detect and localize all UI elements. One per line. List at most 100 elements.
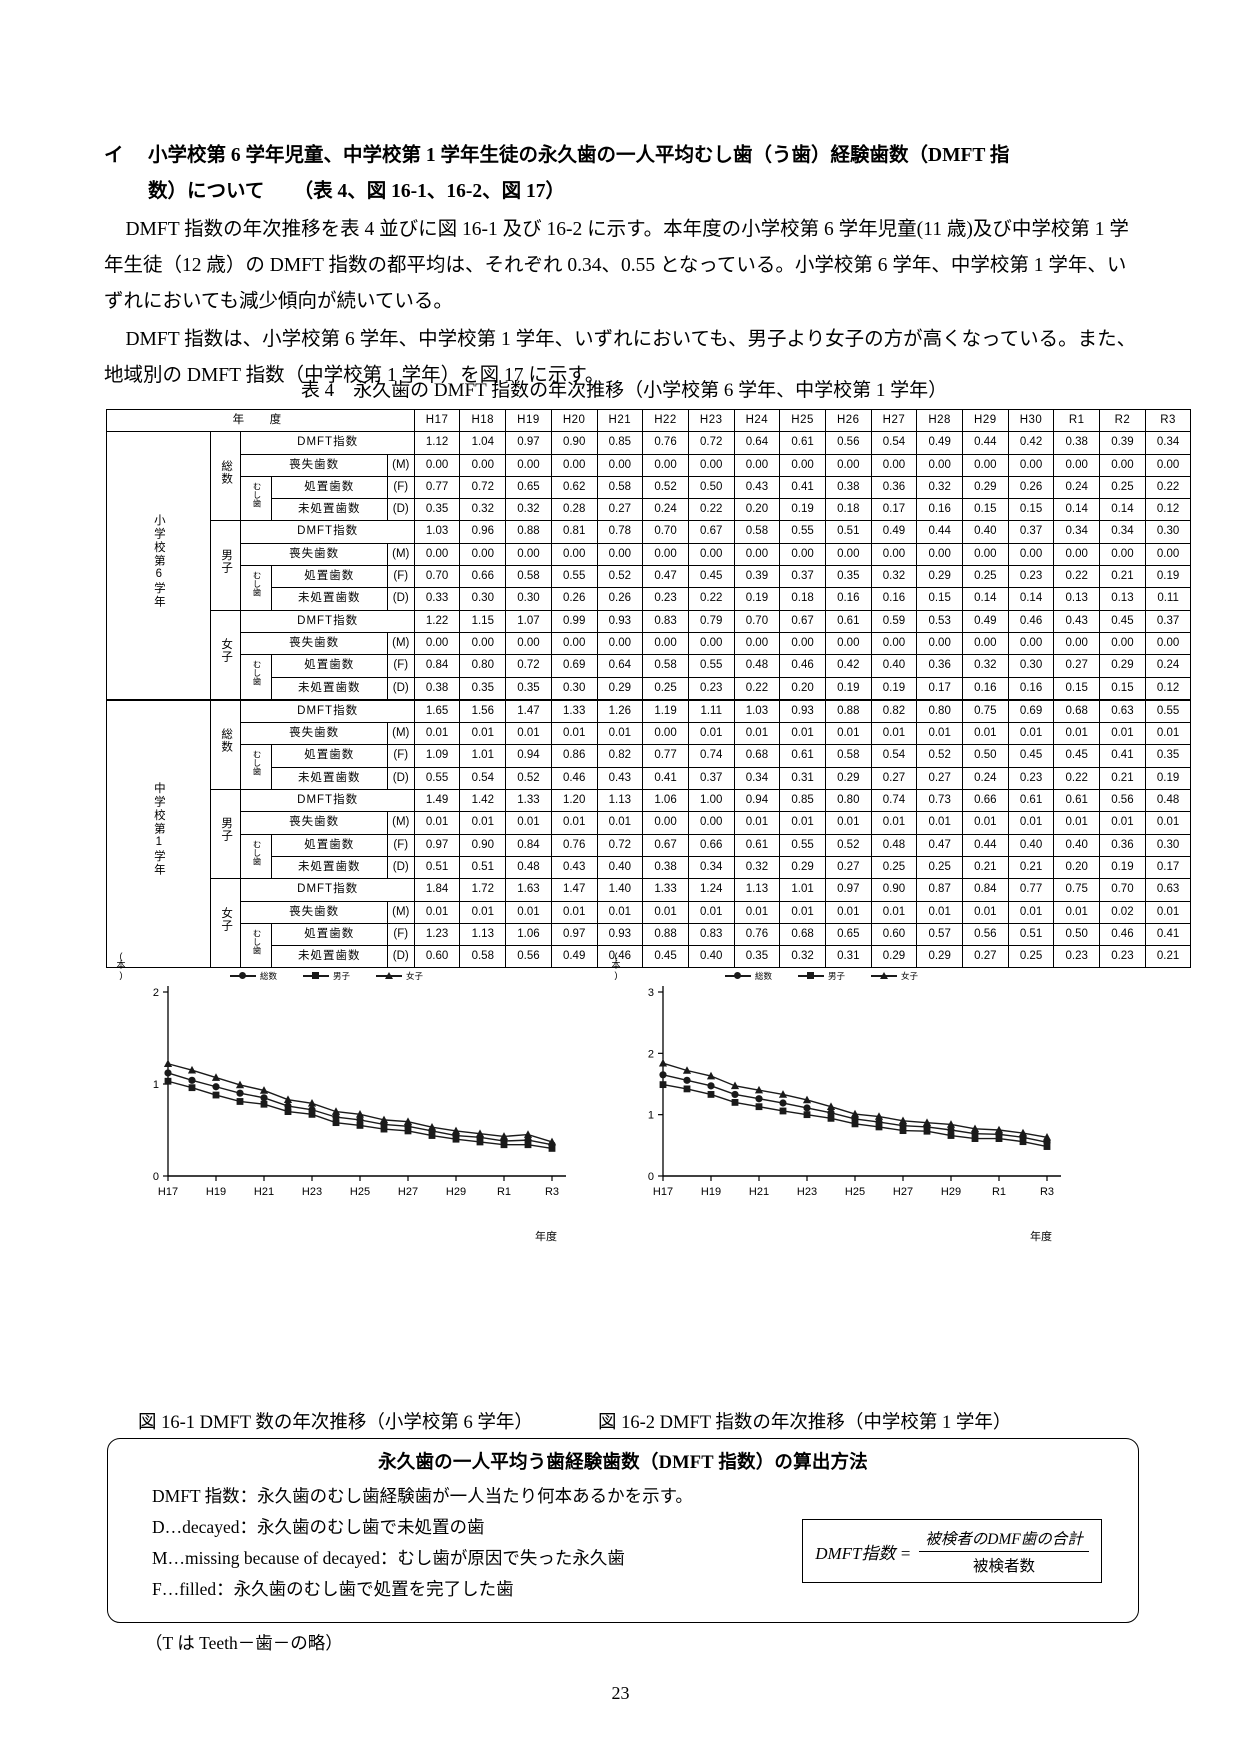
table-cell: 0.19 [733,587,781,611]
table-cell: 0.00 [1144,453,1192,477]
group-label: 男子 [210,520,242,611]
table-cell: 0.48 [505,855,552,880]
table-cell: 1.40 [596,878,644,902]
svg-text:H27: H27 [893,1186,913,1198]
table-cell: 0.01 [1053,722,1101,746]
row-code: (D) [386,766,415,791]
table-cell: 0.44 [962,431,1009,455]
table-cell: 0.52 [642,475,689,500]
table-cell: 0.51 [1007,922,1055,947]
table-cell: 0.00 [459,631,507,656]
table-cell: 1.23 [413,922,461,947]
table-cell: 0.72 [459,475,507,500]
table-cell: 0.01 [596,722,644,746]
table-cell: 0.00 [505,631,552,656]
table-cell: 0.24 [1053,475,1101,500]
table-cell: 0.00 [916,542,964,567]
chart-fig16-1: (本) 総数 男子 女子 0 1 2 H17 H19 H21 H23 H25 H27 H29 R1 R… [112,948,567,1248]
table-cell: 0.01 [779,722,826,746]
table-cell: 0.49 [962,609,1009,633]
table-cell: 0.00 [1053,631,1101,656]
table-cell: 0.65 [505,475,552,500]
chart1-unit-label: (本) [116,951,126,980]
table-cell: 0.77 [1007,878,1055,902]
row-label-dmft: DMFT指数 [240,520,415,544]
table-cell: 0.40 [870,654,918,678]
table-cell: 0.00 [1007,631,1055,656]
table-row: むし歯 処置歯数 (F) 1.09 1.01 0.94 0.86 0.82 0.77 0.74 0.… [107,744,1192,791]
year-header: R2 [1099,408,1146,433]
year-header: H21 [596,408,644,433]
table-cell: 0.55 [413,766,461,791]
table-cell: 0.29 [779,855,826,880]
table-cell: 0.38 [642,855,689,880]
table-cell: 0.01 [413,900,461,924]
table-cell: 0.85 [779,789,826,813]
row-label-filled: 処置歯数 [270,833,388,857]
table-head: 年 度 H17 H18 H19 H20 H21 H22 H23 H24 H25 … [106,408,1192,433]
table-cell: 0.78 [596,520,644,544]
table-cell: 0.11 [1144,587,1192,611]
table-cell: 0.00 [1099,542,1146,567]
table-cell: 0.41 [779,475,826,500]
table-cell: 0.73 [916,789,964,813]
table-cell: 0.40 [1007,833,1055,857]
table-cell: 0.65 [824,922,872,947]
table-cell: 0.00 [642,811,689,835]
table-cell: 0.00 [687,542,735,567]
table-cell: 0.32 [779,945,826,969]
row-label-dmft: DMFT指数 [240,609,415,633]
table-cell: 0.27 [824,855,872,880]
table-cell: 0.83 [642,609,689,633]
row-code: (D) [386,945,415,969]
table-row: 喪失歯数 (M) 0.00 0.00 0.00 0.00 0.00 0.00 0.00 0.00 0… [107,542,1192,567]
svg-text:R3: R3 [1040,1186,1054,1198]
table-cell: 0.00 [459,542,507,567]
table-cell: 0.61 [1007,789,1055,813]
table-cell: 0.60 [413,945,461,969]
table-cell: 0.01 [870,722,918,746]
table-cell: 1.56 [459,698,507,724]
chart2-plot: 0 1 2 3 H17 H19 H21 H23 H25 H27 H29 R1 R3 [648,986,1061,1198]
table-cell: 0.25 [1007,945,1055,969]
table-cell: 0.00 [687,631,735,656]
legend-line-triangle-icon [871,971,898,979]
svg-text:H25: H25 [845,1186,865,1198]
table-cell: 0.00 [687,453,735,477]
table-cell: 0.01 [824,900,872,924]
table-cell: 0.00 [1053,542,1101,567]
table-cell: 0.46 [1099,922,1146,947]
table-cell: 0.22 [733,676,781,701]
row-label-decayed: 未処置歯数 [270,676,388,701]
table-cell: 0.59 [870,609,918,633]
table-cell: 0.00 [779,631,826,656]
table-cell: 0.45 [687,565,735,589]
chart2-xaxis-label: 年度 [1030,1231,1052,1243]
table-cell: 0.01 [550,900,598,924]
table-cell: 0.00 [962,453,1009,477]
table-cell: 0.00 [505,453,552,477]
table-cell: 0.56 [962,922,1009,947]
table-cell: 0.40 [596,855,644,880]
table-cell: 0.55 [1144,698,1192,724]
table-cell: 0.48 [733,654,781,678]
table-cell: 0.87 [916,878,964,902]
table-cell: 0.63 [1144,878,1192,902]
year-header: H19 [505,408,552,433]
legend-item-male: 男子 [303,970,350,982]
legend-label: 男子 [828,971,846,981]
table-cell: 0.93 [596,922,644,947]
svg-text:H17: H17 [158,1186,178,1198]
table-cell: 0.43 [733,475,781,500]
table-cell: 0.90 [870,878,918,902]
table-cell: 0.19 [870,676,918,701]
table-cell: 0.20 [733,498,781,522]
svg-text:H21: H21 [749,1186,769,1198]
legend-line-square-icon [303,972,330,980]
table-row: 喪失歯数 (M) 0.01 0.01 0.01 0.01 0.01 0.01 0.01 0.01 0… [107,900,1192,924]
chart2-legend: 総数 男子 女子 [725,970,918,982]
table-cell: 0.01 [1053,811,1101,835]
row-label-missing: 喪失歯数 [240,900,388,924]
table-cell: 0.01 [1144,811,1192,835]
table-cell: 0.84 [413,654,461,678]
